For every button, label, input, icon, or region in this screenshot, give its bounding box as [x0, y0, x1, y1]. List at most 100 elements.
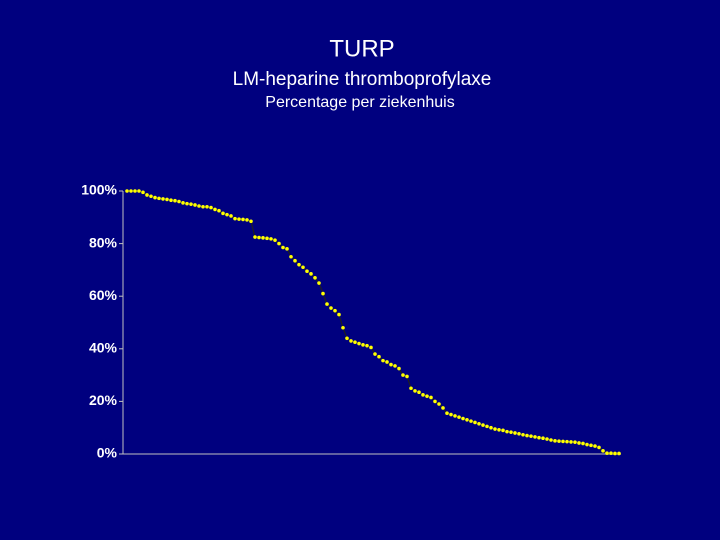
- data-point: [425, 394, 429, 398]
- data-point: [197, 204, 201, 208]
- data-point: [573, 440, 577, 444]
- data-point: [201, 204, 205, 209]
- y-tick-label: 40%: [89, 340, 118, 356]
- data-point: [505, 429, 509, 434]
- data-point: [513, 431, 517, 435]
- data-point: [525, 433, 529, 438]
- data-point: [337, 312, 341, 317]
- data-point: [545, 437, 549, 441]
- data-point: [221, 211, 225, 216]
- data-point: [273, 238, 277, 242]
- data-point: [345, 336, 349, 341]
- data-point: [533, 435, 537, 439]
- data-point: [537, 435, 541, 440]
- data-point: [401, 373, 405, 377]
- data-point: [289, 254, 293, 259]
- data-point: [245, 218, 249, 222]
- data-point: [405, 374, 409, 379]
- data-point: [249, 219, 253, 224]
- data-point: [317, 281, 321, 285]
- data-point: [553, 439, 557, 443]
- data-point: [329, 306, 333, 310]
- data-point: [157, 196, 161, 201]
- data-point: [189, 202, 193, 206]
- data-point: [241, 217, 245, 222]
- data-point: [393, 364, 397, 368]
- data-point: [453, 414, 457, 418]
- data-point: [233, 216, 237, 221]
- data-point: [225, 212, 229, 217]
- series-line: [127, 190, 619, 455]
- data-point: [357, 341, 361, 346]
- data-point: [269, 237, 273, 241]
- data-point: [409, 386, 413, 391]
- data-point: [593, 444, 597, 448]
- data-point: [237, 217, 241, 221]
- data-point: [529, 434, 533, 438]
- data-point: [601, 449, 605, 453]
- data-point: [281, 245, 285, 250]
- data-point: [365, 343, 369, 348]
- data-point: [557, 439, 561, 443]
- data-point: [285, 247, 289, 251]
- data-point: [589, 443, 593, 448]
- data-point: [261, 236, 265, 240]
- data-point: [469, 419, 473, 423]
- data-point: [561, 439, 565, 444]
- data-point: [213, 207, 217, 212]
- data-point: [377, 354, 381, 359]
- data-point: [321, 291, 325, 296]
- data-point: [173, 198, 177, 203]
- data-point: [145, 193, 149, 197]
- data-point: [353, 340, 357, 345]
- data-point: [313, 275, 317, 280]
- data-point: [609, 451, 613, 456]
- data-point: [181, 201, 185, 205]
- data-point: [141, 190, 145, 195]
- data-point: [277, 241, 281, 246]
- data-point: [153, 195, 157, 200]
- data-point: [457, 415, 461, 419]
- data-point: [433, 399, 437, 404]
- data-point: [325, 302, 329, 306]
- data-point: [137, 189, 141, 193]
- data-point: [397, 366, 401, 371]
- data-point: [373, 352, 377, 356]
- data-point: [161, 197, 165, 201]
- data-point: [205, 204, 209, 209]
- data-point: [597, 445, 601, 450]
- y-tick-label: 80%: [89, 234, 118, 250]
- data-point: [257, 235, 261, 240]
- data-point: [509, 430, 513, 434]
- data-point: [421, 393, 425, 397]
- data-point: [485, 424, 489, 429]
- data-point: [293, 258, 297, 263]
- data-point: [445, 411, 449, 416]
- data-point: [461, 416, 465, 421]
- data-point: [177, 199, 181, 204]
- data-point: [125, 189, 129, 193]
- data-point: [265, 236, 269, 241]
- data-point: [497, 428, 501, 432]
- data-point: [565, 439, 569, 444]
- data-point: [493, 427, 497, 431]
- data-point: [253, 235, 257, 239]
- data-point: [133, 189, 137, 193]
- data-point: [473, 420, 477, 425]
- chart-title: TURP: [329, 35, 394, 62]
- data-point: [605, 451, 609, 456]
- y-tick-label: 60%: [89, 287, 118, 303]
- data-point: [333, 308, 337, 313]
- data-point: [581, 441, 585, 446]
- data-point: [437, 402, 441, 406]
- data-point: [169, 198, 173, 203]
- data-point: [417, 390, 421, 394]
- data-point: [465, 418, 469, 422]
- data-point: [481, 423, 485, 427]
- data-point: [441, 406, 445, 410]
- data-point: [185, 201, 189, 206]
- y-axis-label: Percentage per ziekenhuis: [265, 94, 454, 111]
- data-point: [521, 433, 525, 437]
- data-point: [549, 438, 553, 442]
